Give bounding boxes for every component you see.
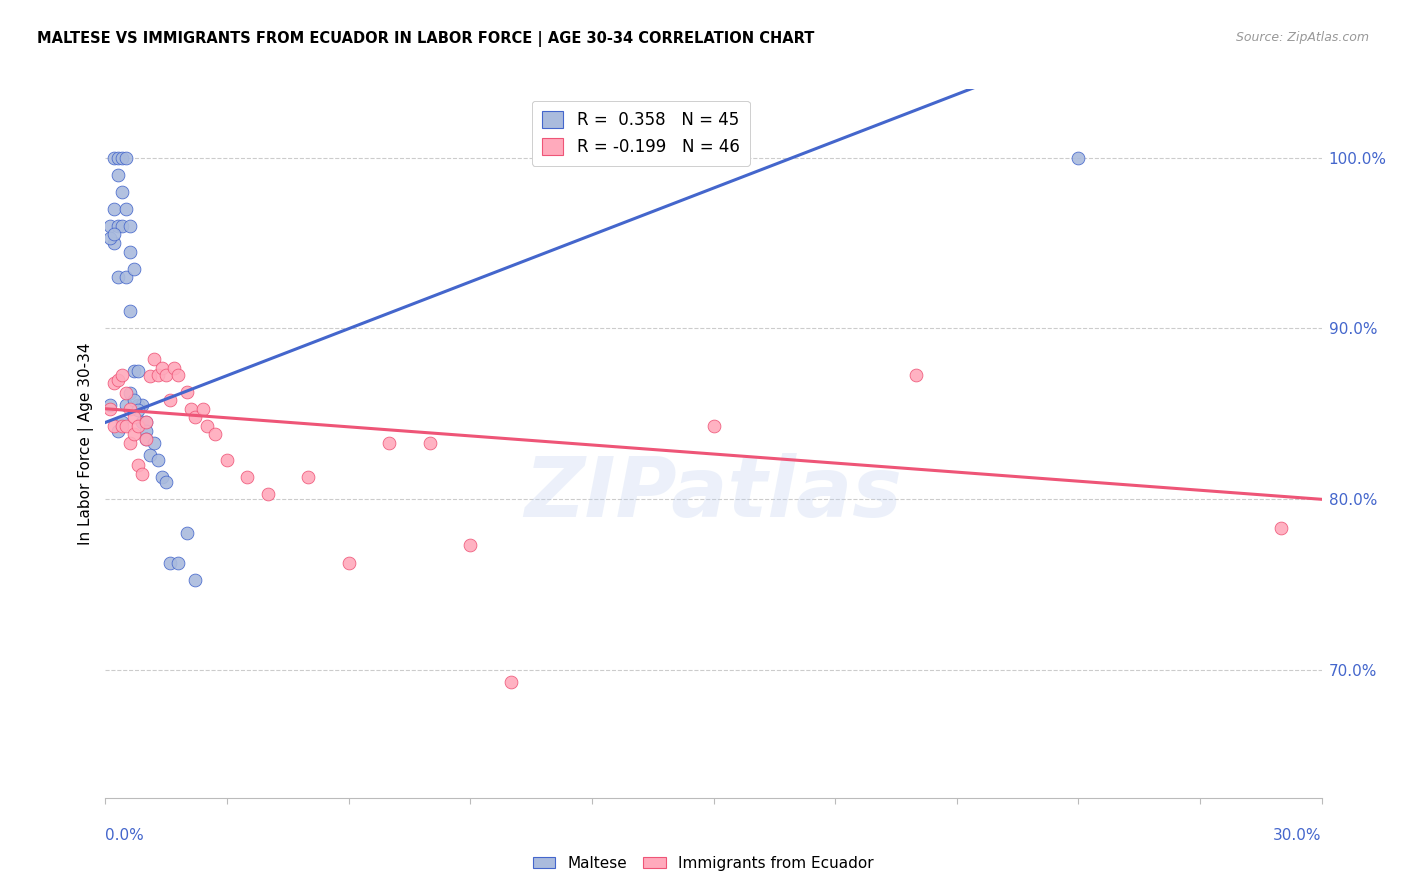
Point <box>107 424 129 438</box>
Point <box>135 433 157 447</box>
Point <box>256 487 278 501</box>
Point <box>122 410 145 425</box>
Point <box>103 418 125 433</box>
Point <box>122 393 145 408</box>
Point <box>143 436 166 450</box>
Point <box>135 433 157 447</box>
Point <box>183 410 205 425</box>
Point <box>163 360 186 375</box>
Point <box>146 368 169 382</box>
Point <box>127 458 149 472</box>
Point <box>1067 151 1090 165</box>
Point <box>337 556 360 570</box>
Point <box>191 401 214 416</box>
Point <box>118 219 141 233</box>
Point <box>167 556 190 570</box>
Point <box>905 368 928 382</box>
Point <box>135 416 157 430</box>
Point <box>419 436 441 450</box>
Point <box>702 418 725 433</box>
Point <box>217 453 239 467</box>
Point <box>155 475 177 490</box>
Point <box>139 369 162 384</box>
Legend: R =  0.358   N = 45, R = -0.199   N = 46: R = 0.358 N = 45, R = -0.199 N = 46 <box>531 101 749 166</box>
Point <box>111 219 134 233</box>
Point <box>111 416 134 430</box>
Point <box>155 368 177 382</box>
Point <box>114 270 136 285</box>
Point <box>98 231 121 245</box>
Point <box>180 401 202 416</box>
Point <box>150 360 173 375</box>
Point <box>159 393 181 408</box>
Point <box>1270 521 1292 535</box>
Point <box>118 436 141 450</box>
Point <box>127 398 149 412</box>
Point <box>107 270 129 285</box>
Point <box>98 398 121 412</box>
Point <box>107 219 129 233</box>
Point <box>204 427 226 442</box>
Point <box>107 168 129 182</box>
Point <box>114 398 136 412</box>
Point <box>98 401 121 416</box>
Point <box>122 261 145 276</box>
Point <box>458 538 481 552</box>
Text: Source: ZipAtlas.com: Source: ZipAtlas.com <box>1236 31 1369 45</box>
Point <box>143 352 166 367</box>
Point <box>127 364 149 378</box>
Y-axis label: In Labor Force | Age 30-34: In Labor Force | Age 30-34 <box>79 343 94 545</box>
Point <box>118 304 141 318</box>
Point <box>107 373 129 387</box>
Text: 0.0%: 0.0% <box>105 828 145 843</box>
Point <box>131 398 153 412</box>
Point <box>103 235 125 250</box>
Point <box>127 418 149 433</box>
Text: MALTESE VS IMMIGRANTS FROM ECUADOR IN LABOR FORCE | AGE 30-34 CORRELATION CHART: MALTESE VS IMMIGRANTS FROM ECUADOR IN LA… <box>37 31 814 47</box>
Point <box>111 185 134 199</box>
Point <box>146 453 169 467</box>
Point <box>103 376 125 390</box>
Point <box>195 418 218 433</box>
Text: 30.0%: 30.0% <box>1274 828 1322 843</box>
Point <box>378 436 401 450</box>
Point <box>135 416 157 430</box>
Text: ZIPatlas: ZIPatlas <box>524 453 903 534</box>
Point <box>103 227 125 242</box>
Point <box>114 202 136 216</box>
Point <box>122 364 145 378</box>
Point <box>98 219 121 233</box>
Point <box>107 151 129 165</box>
Point <box>131 467 153 481</box>
Point <box>499 675 522 690</box>
Point <box>122 427 145 442</box>
Point <box>118 244 141 259</box>
Point <box>176 384 198 399</box>
Point <box>103 202 125 216</box>
Point <box>114 151 136 165</box>
Point <box>111 418 134 433</box>
Point <box>139 448 162 462</box>
Point <box>111 368 134 382</box>
Point <box>159 556 181 570</box>
Point <box>114 418 136 433</box>
Point <box>111 151 134 165</box>
Point <box>297 470 319 484</box>
Point <box>167 368 190 382</box>
Legend: Maltese, Immigrants from Ecuador: Maltese, Immigrants from Ecuador <box>526 850 880 877</box>
Point <box>176 526 198 541</box>
Point <box>127 403 149 417</box>
Point <box>118 386 141 401</box>
Point <box>114 386 136 401</box>
Point <box>118 401 141 416</box>
Point <box>131 416 153 430</box>
Point <box>103 151 125 165</box>
Point <box>183 573 205 587</box>
Point <box>150 470 173 484</box>
Point <box>236 470 259 484</box>
Point <box>135 424 157 438</box>
